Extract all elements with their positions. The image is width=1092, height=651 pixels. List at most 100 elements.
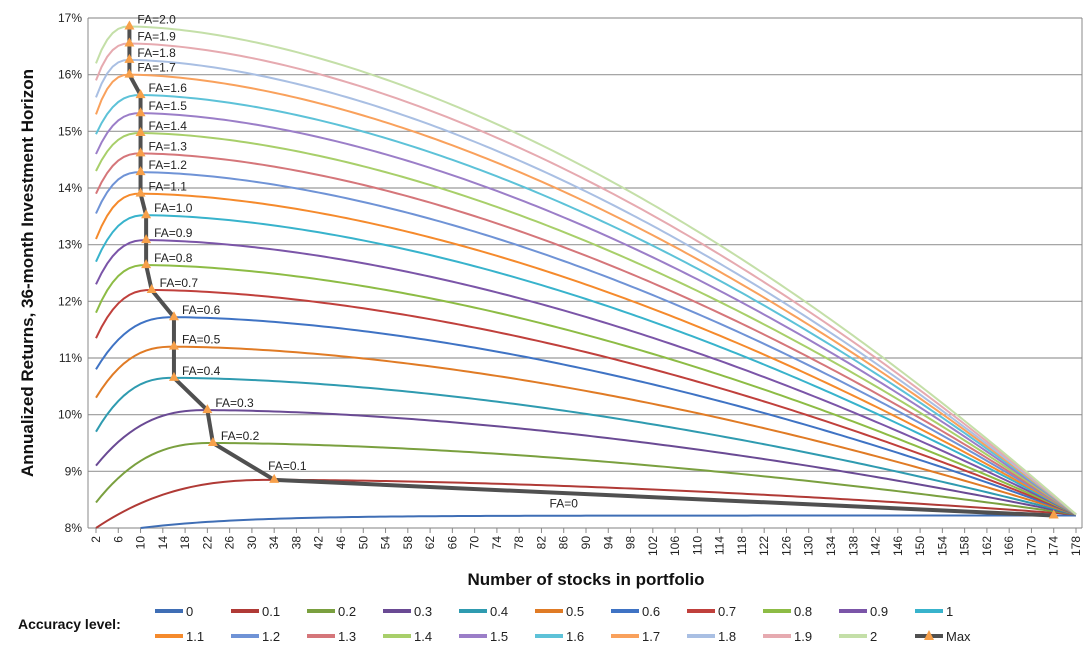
series-line-0-1 xyxy=(95,478,1077,529)
legend-item: 1.5 xyxy=(459,629,508,644)
x-tick-label: 82 xyxy=(534,536,548,550)
y-tick-label: 15% xyxy=(58,124,82,138)
y-tick-label: 11% xyxy=(59,351,82,365)
legend-label: 1.5 xyxy=(490,629,508,644)
x-axis-label: Number of stocks in portfolio xyxy=(467,570,704,589)
y-tick-label: 9% xyxy=(65,464,83,478)
data-label: FA=2.0 xyxy=(137,13,176,27)
x-tick-label: 6 xyxy=(111,536,125,543)
x-tick-label: 90 xyxy=(579,536,593,550)
legend-item: 0.8 xyxy=(763,604,812,619)
x-tick-label: 138 xyxy=(846,536,860,556)
data-label: FA=0.9 xyxy=(154,226,193,240)
legend-item: 1.8 xyxy=(687,629,736,644)
x-tick-label: 150 xyxy=(913,536,927,556)
x-tick-label: 130 xyxy=(802,536,816,556)
x-tick-label: 142 xyxy=(869,536,883,556)
data-label: FA=0.7 xyxy=(160,276,199,290)
data-label: FA=0.3 xyxy=(215,396,254,410)
legend-label: 0.2 xyxy=(338,604,356,619)
max-marker xyxy=(168,340,179,350)
max-marker xyxy=(168,311,179,321)
data-label: FA=0.8 xyxy=(154,251,193,265)
x-tick-label: 86 xyxy=(557,536,571,550)
max-marker xyxy=(135,166,146,176)
y-tick-label: 16% xyxy=(58,68,82,82)
x-tick-label: 50 xyxy=(356,536,370,550)
x-tick-label: 110 xyxy=(690,536,704,555)
series-line-0-7 xyxy=(95,288,1077,516)
legend-label: 1.3 xyxy=(338,629,356,644)
y-tick-label: 17% xyxy=(58,11,82,25)
max-marker xyxy=(202,404,213,414)
x-tick-label: 74 xyxy=(490,536,504,550)
x-tick-label: 134 xyxy=(824,536,838,556)
data-label: FA=1.8 xyxy=(137,46,176,60)
series-line-0-3 xyxy=(95,409,1077,516)
y-tick-label: 8% xyxy=(65,521,83,535)
series-line-0-8 xyxy=(95,264,1077,516)
data-label: FA=1.3 xyxy=(149,139,188,153)
data-label: FA=0.1 xyxy=(268,459,307,473)
series-line-1-7 xyxy=(95,73,1077,516)
max-marker xyxy=(135,147,146,157)
series-line-1-4 xyxy=(95,132,1077,516)
legend-label: 0.5 xyxy=(566,604,584,619)
x-tick-label: 146 xyxy=(891,536,905,556)
data-label: FA=0.6 xyxy=(182,303,221,317)
series-line-1-9 xyxy=(95,42,1077,516)
series-line-0 xyxy=(140,514,1076,529)
series-line-1 xyxy=(95,214,1077,516)
x-tick-label: 98 xyxy=(624,536,638,550)
legend-label: 0.1 xyxy=(262,604,280,619)
legend-label: 0.3 xyxy=(414,604,432,619)
legend-item: 1.9 xyxy=(763,629,812,644)
legend-label: 0.6 xyxy=(642,604,660,619)
y-axis-label: Annualized Returns, 36-month Investment … xyxy=(18,69,37,477)
legend-label: 1.1 xyxy=(186,629,204,644)
x-tick-label: 114 xyxy=(713,536,727,555)
x-tick-label: 102 xyxy=(646,536,660,556)
data-label: FA=0.5 xyxy=(182,333,221,347)
legend-label: 1.6 xyxy=(566,629,584,644)
series-line-0-9 xyxy=(95,239,1077,516)
y-tick-label: 13% xyxy=(58,238,82,252)
x-tick-label: 162 xyxy=(980,536,994,556)
x-tick-label: 158 xyxy=(958,536,972,556)
legend-label: 1.7 xyxy=(642,629,660,644)
x-tick-label: 70 xyxy=(468,536,482,550)
legend-item: 0.7 xyxy=(687,604,736,619)
max-marker xyxy=(124,20,135,30)
x-tick-label: 42 xyxy=(312,536,326,550)
max-marker xyxy=(1048,509,1059,519)
legend-marker xyxy=(924,630,934,640)
legend-label: 1.9 xyxy=(794,629,812,644)
x-tick-label: 106 xyxy=(668,536,682,556)
x-tick-label: 166 xyxy=(1002,536,1016,556)
series-line-0-5 xyxy=(95,345,1077,516)
data-label: FA=1.0 xyxy=(154,201,193,215)
legend-label: 2 xyxy=(870,629,877,644)
max-marker xyxy=(135,187,146,197)
max-marker xyxy=(141,259,152,269)
legend-label: 1 xyxy=(946,604,953,619)
max-marker xyxy=(269,473,280,483)
legend-label: Max xyxy=(946,629,971,644)
legend-item: 2 xyxy=(839,629,877,644)
x-tick-label: 2 xyxy=(89,536,103,543)
legend-item: 1.3 xyxy=(307,629,356,644)
x-tick-label: 18 xyxy=(178,536,192,550)
series-line-0-4 xyxy=(95,376,1077,516)
data-label: FA=0.4 xyxy=(182,364,221,378)
x-tick-label: 66 xyxy=(445,536,459,550)
legend-label: 1.8 xyxy=(718,629,736,644)
data-label: FA=0 xyxy=(550,497,579,511)
x-tick-label: 26 xyxy=(223,536,237,550)
max-marker xyxy=(168,371,179,381)
x-tick-label: 174 xyxy=(1047,536,1061,556)
y-tick-label: 12% xyxy=(58,294,82,308)
max-marker xyxy=(146,284,157,293)
x-tick-label: 46 xyxy=(334,536,348,550)
x-tick-label: 118 xyxy=(735,536,749,555)
legend-item: 0.9 xyxy=(839,604,888,619)
